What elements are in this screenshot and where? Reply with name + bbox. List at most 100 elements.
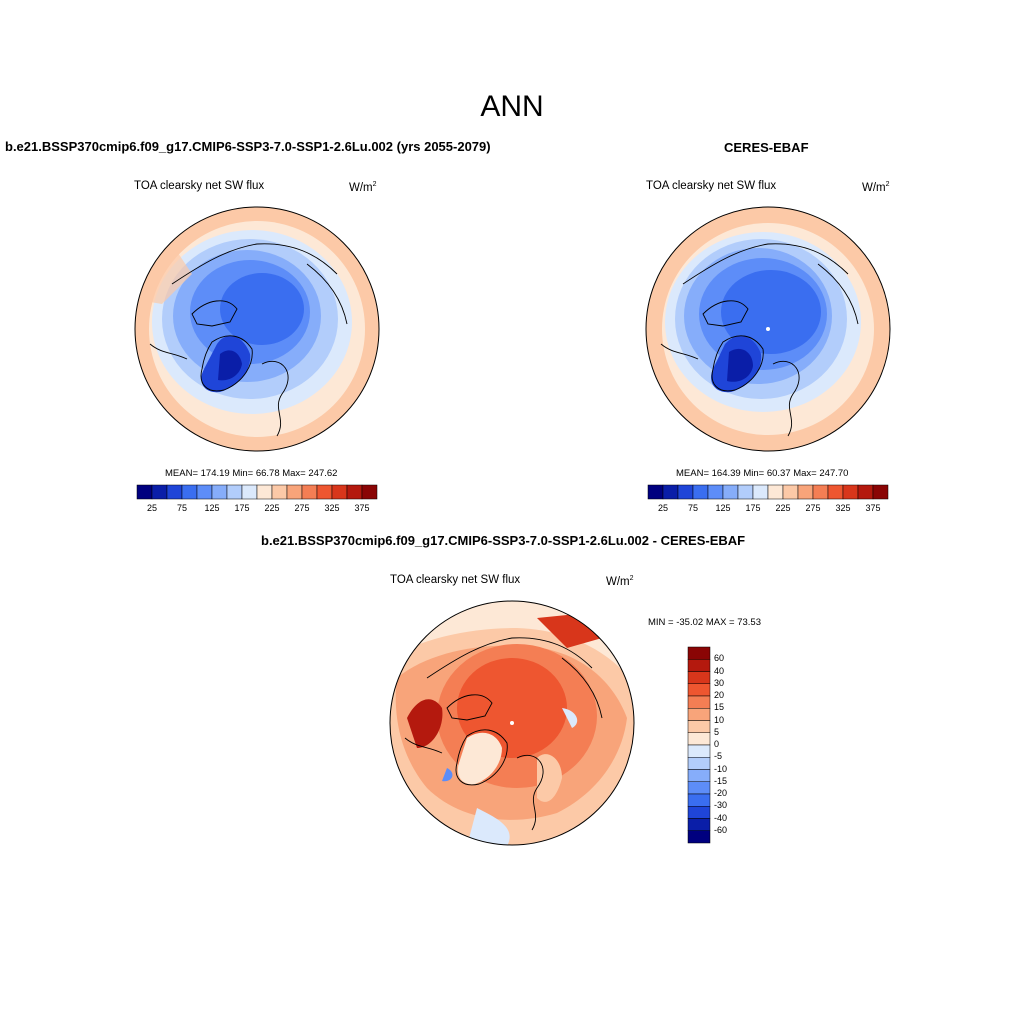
colorbar-tick-label: 75 [687, 503, 698, 513]
colorbar-swatch [687, 708, 711, 721]
colorbar-swatch [692, 484, 709, 500]
colorbar-tick-label: -40 [714, 812, 728, 823]
colorbar-tick-label: 5 [714, 726, 720, 737]
colorbar-swatch [827, 484, 844, 500]
diff-colorbar-labels: 60 40 30 20 15 10 5 0 -5 -10 -15 -20 -30 -40 -60 [714, 647, 754, 843]
ref-colorbar [647, 484, 889, 500]
test-colorbar-labels: 25 75 125 175 225 275 325 375 [137, 503, 377, 515]
colorbar-swatch [346, 484, 363, 500]
ref-colorbar-labels: 25 75 125 175 225 275 325 375 [648, 503, 888, 515]
diff-polar-map [389, 600, 635, 846]
ref-variable-label: TOA clearsky net SW flux [646, 180, 777, 192]
colorbar-swatch [737, 484, 754, 500]
test-colorbar [136, 484, 378, 500]
colorbar-swatch [687, 671, 711, 684]
colorbar-tick-label: 15 [714, 702, 725, 713]
colorbar-tick-label: 325 [324, 503, 340, 513]
colorbar-swatch [677, 484, 694, 500]
test-panel-title: b.e21.BSSP370cmip6.f09_g17.CMIP6-SSP3-7.… [5, 139, 491, 154]
colorbar-swatch [196, 484, 213, 500]
colorbar-tick-label: 375 [865, 503, 881, 513]
ref-stats: MEAN= 164.39 Min= 60.37 Max= 247.70 [676, 468, 849, 479]
colorbar-tick-label: 25 [657, 503, 668, 513]
colorbar-swatch [797, 484, 814, 500]
colorbar-swatch [707, 484, 724, 500]
colorbar-tick-label: 325 [835, 503, 851, 513]
colorbar-swatch [256, 484, 273, 500]
colorbar-tick-label: 175 [745, 503, 761, 513]
colorbar-swatch [331, 484, 348, 500]
colorbar-swatch [181, 484, 198, 500]
diff-panel-title: b.e21.BSSP370cmip6.f09_g17.CMIP6-SSP3-7.… [261, 533, 746, 548]
colorbar-swatch [687, 659, 711, 672]
colorbar-swatch [687, 757, 711, 770]
colorbar-swatch [136, 484, 153, 500]
colorbar-tick-label: 125 [715, 503, 731, 513]
colorbar-swatch [857, 484, 874, 500]
colorbar-tick-label: 175 [234, 503, 250, 513]
colorbar-swatch [752, 484, 769, 500]
diff-colorbar [687, 646, 711, 844]
diff-variable-label: TOA clearsky net SW flux [390, 574, 521, 586]
colorbar-swatch [271, 484, 288, 500]
colorbar-tick-label: 25 [146, 503, 157, 513]
colorbar-swatch [301, 484, 318, 500]
colorbar-tick-label: 375 [354, 503, 370, 513]
ref-polar-map [645, 206, 891, 452]
colorbar-swatch [361, 484, 378, 500]
colorbar-swatch [687, 744, 711, 758]
colorbar-swatch [687, 793, 711, 807]
colorbar-tick-label: 275 [805, 503, 821, 513]
colorbar-swatch [722, 484, 739, 500]
colorbar-tick-label: 40 [714, 665, 725, 676]
colorbar-swatch [687, 695, 711, 709]
test-variable-label: TOA clearsky net SW flux [134, 180, 265, 192]
colorbar-swatch [687, 732, 711, 746]
colorbar-tick-label: -5 [714, 751, 723, 762]
colorbar-swatch [872, 484, 889, 500]
colorbar-tick-label: -10 [714, 763, 728, 774]
test-polar-map [134, 206, 380, 452]
colorbar-swatch [647, 484, 664, 500]
test-stats: MEAN= 174.19 Min= 66.78 Max= 247.62 [165, 468, 338, 479]
colorbar-swatch [226, 484, 243, 500]
colorbar-swatch [662, 484, 679, 500]
colorbar-tick-label: 75 [176, 503, 187, 513]
colorbar-swatch [687, 769, 711, 782]
colorbar-swatch [166, 484, 183, 500]
colorbar-tick-label: -30 [714, 800, 728, 811]
colorbar-tick-label: 225 [264, 503, 280, 513]
test-units-label: W/m2 [349, 181, 377, 194]
colorbar-swatch [286, 484, 303, 500]
colorbar-swatch [687, 646, 711, 660]
colorbar-swatch [316, 484, 333, 500]
colorbar-swatch [842, 484, 859, 500]
colorbar-swatch [687, 806, 711, 819]
colorbar-tick-label: 60 [714, 653, 725, 664]
diff-units-label: W/m2 [606, 575, 634, 588]
colorbar-tick-label: 10 [714, 714, 725, 725]
colorbar-swatch [687, 720, 711, 733]
ref-units-label: W/m2 [862, 181, 890, 194]
colorbar-tick-label: 0 [714, 739, 720, 749]
colorbar-swatch [687, 830, 711, 844]
colorbar-swatch [812, 484, 829, 500]
colorbar-swatch [767, 484, 784, 500]
colorbar-tick-label: -20 [714, 788, 728, 798]
diff-stats: MIN = -35.02 MAX = 73.53 [648, 617, 762, 628]
colorbar-swatch [782, 484, 799, 500]
colorbar-swatch [687, 683, 711, 697]
colorbar-tick-label: 30 [714, 677, 725, 688]
figure-title: ANN [480, 90, 544, 123]
colorbar-tick-label: 20 [714, 690, 725, 700]
colorbar-tick-label: 225 [775, 503, 791, 513]
colorbar-tick-label: -60 [714, 824, 728, 835]
ref-panel-title: CERES-EBAF [724, 140, 809, 155]
colorbar-swatch [151, 484, 168, 500]
colorbar-swatch [687, 781, 711, 795]
colorbar-swatch [241, 484, 258, 500]
colorbar-tick-label: 275 [294, 503, 310, 513]
colorbar-swatch [211, 484, 228, 500]
colorbar-tick-label: -15 [714, 775, 728, 786]
colorbar-swatch [687, 818, 711, 831]
